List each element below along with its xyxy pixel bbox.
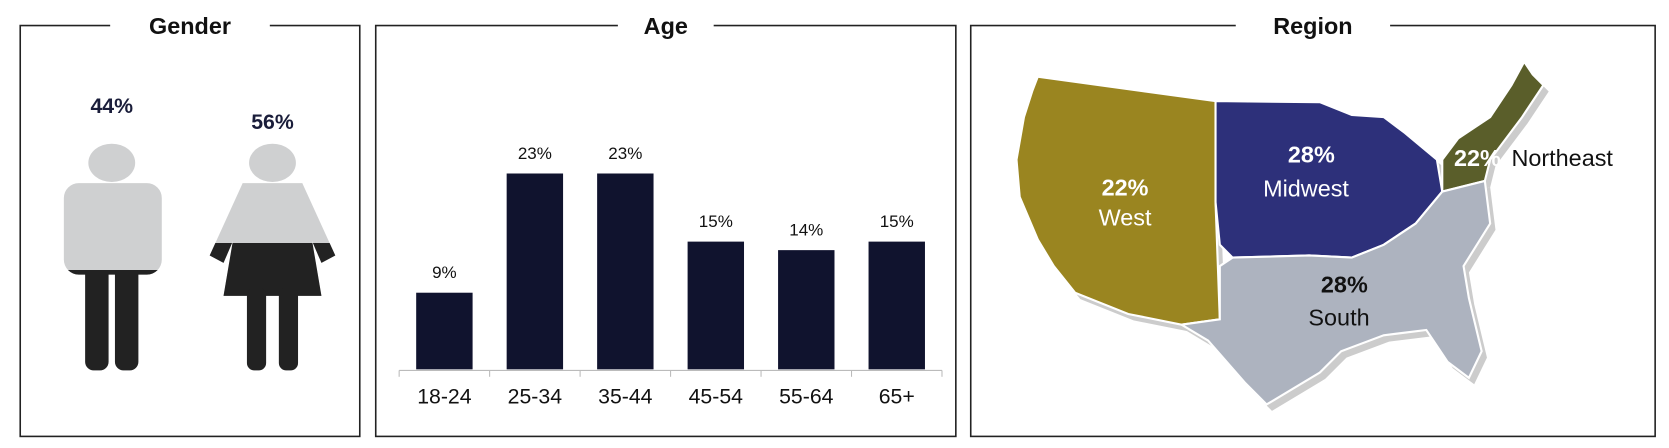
value-label: 22% [1454,145,1501,171]
bar [687,241,745,370]
region [1015,75,1221,326]
x-tick-label: 65+ [879,385,915,409]
value-label: 56% [251,110,294,134]
value-label: 44% [90,94,133,118]
bar [597,173,654,370]
bar [778,250,835,370]
bar [506,173,564,370]
title-gap [617,14,714,37]
x-tick-label: 18-24 [417,385,472,409]
region-label: Northeast [1511,145,1613,171]
panel-title: Region [1273,13,1352,39]
value-label: 23% [608,144,642,163]
bar [868,241,925,370]
x-tick-label: 55-64 [779,385,834,409]
panel-title: Age [644,13,688,39]
x-tick-label: 45-54 [689,385,744,409]
value-label: 15% [699,212,733,231]
value-label: 22% [1102,175,1149,201]
bar [416,292,473,370]
panel-frame [374,24,957,438]
value-label: 15% [880,212,914,231]
region-label: Midwest [1263,176,1349,202]
canvas: Gender 44% 56% Age 9% 18-24 23% 25-34 23% 35-44 15… [19,13,1656,438]
value-label: 23% [518,144,552,163]
title-gap [110,14,270,37]
region-label: South [1308,305,1369,331]
figure-base [63,143,162,371]
x-tick-label: 25-34 [508,385,563,409]
value-label: 14% [789,220,823,239]
x-tick-label: 35-44 [598,385,653,409]
value-label: 28% [1321,272,1368,298]
panel-title: Gender [149,13,231,39]
title-gap [1235,14,1391,37]
value-label: 28% [1288,142,1335,168]
region-label: West [1099,204,1152,230]
region [1178,179,1492,406]
value-label: 9% [432,263,457,282]
